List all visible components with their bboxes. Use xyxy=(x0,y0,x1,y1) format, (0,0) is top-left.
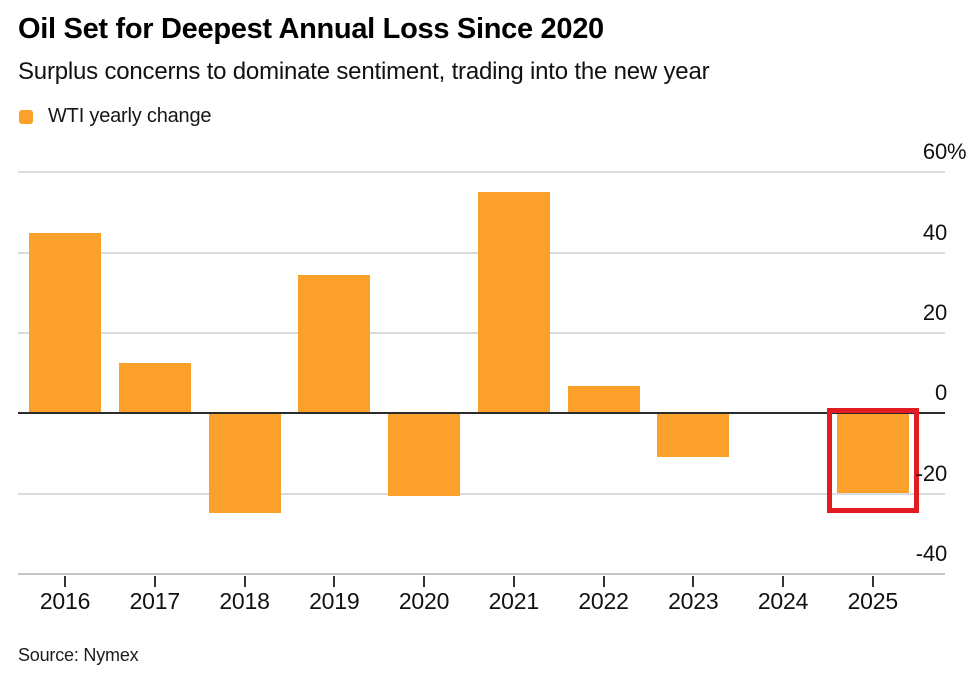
y-label-20: 20 xyxy=(922,299,947,325)
gridline--20 xyxy=(18,492,945,495)
x-label-2017: 2017 xyxy=(129,588,181,614)
bar-2023 xyxy=(657,413,730,458)
x-tick-2018 xyxy=(243,575,246,587)
x-label-2021: 2021 xyxy=(488,588,540,614)
bar-2025 xyxy=(836,413,909,493)
x-label-2019: 2019 xyxy=(309,588,360,614)
chart-subtitle: Surplus concerns to dominate sentiment, … xyxy=(18,58,710,85)
x-tick-2016 xyxy=(64,575,66,587)
x-axis-line xyxy=(18,572,945,575)
x-label-2020: 2020 xyxy=(398,588,450,614)
x-tick-2017 xyxy=(153,575,156,587)
y-label-0: 0 xyxy=(934,380,947,406)
legend-label: WTI yearly change xyxy=(48,105,212,127)
x-label-2023: 2023 xyxy=(668,588,719,614)
x-tick-2019 xyxy=(333,575,336,587)
x-label-2016: 2016 xyxy=(39,588,91,614)
bar-2021 xyxy=(477,191,550,414)
x-tick-2023 xyxy=(692,575,695,587)
x-label-2022: 2022 xyxy=(578,588,629,614)
bar-2018 xyxy=(208,413,281,514)
bar-2017 xyxy=(118,363,191,414)
legend-swatch-icon xyxy=(19,109,33,124)
legend: WTI yearly change xyxy=(19,105,212,128)
x-tick-2025 xyxy=(871,575,874,587)
highlight-box-2025 xyxy=(826,408,919,513)
y-label--20: -20 xyxy=(915,460,947,486)
x-tick-2022 xyxy=(602,575,605,587)
y-label-40: 40 xyxy=(922,219,947,245)
x-label-2025: 2025 xyxy=(847,588,899,614)
source-note: Source: Nymex xyxy=(18,645,139,665)
y-label-suffix: % xyxy=(947,139,967,165)
gridline-60 xyxy=(18,171,945,174)
bar-2022 xyxy=(567,385,640,414)
x-tick-2020 xyxy=(423,575,425,587)
y-label-60: 60% xyxy=(922,139,967,165)
x-tick-2024 xyxy=(782,575,784,587)
bar-2016 xyxy=(29,232,101,414)
chart-title: Oil Set for Deepest Annual Loss Since 20… xyxy=(18,13,604,45)
bar-2020 xyxy=(388,413,460,497)
x-tick-2021 xyxy=(512,575,515,587)
y-label--40: -40 xyxy=(915,540,947,566)
zero-line xyxy=(18,412,945,415)
x-label-2024: 2024 xyxy=(757,588,809,614)
bar-2019 xyxy=(298,274,371,414)
x-label-2018: 2018 xyxy=(219,588,270,614)
